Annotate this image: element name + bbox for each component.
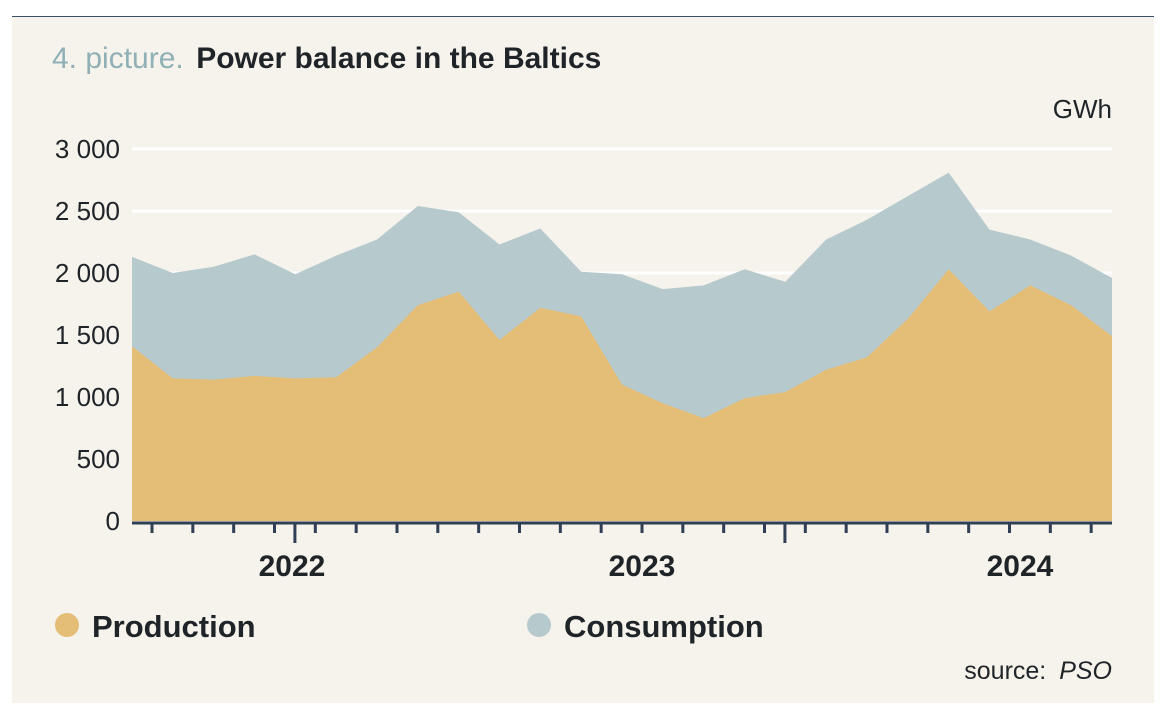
y-tick-label: 500 [77, 444, 120, 474]
chart-title: 4. picture. Power balance in the Baltics [52, 42, 601, 75]
year-labels: 2022 2023 2024 [259, 550, 1054, 583]
y-tick-label: 1 000 [55, 382, 120, 412]
y-tick-label: 3 000 [55, 134, 120, 164]
title-main: Power balance in the Baltics [196, 42, 601, 75]
y-tick-label: 1 500 [55, 320, 120, 350]
title-prefix: 4. picture. [52, 42, 184, 75]
y-tick-label: 2 000 [55, 258, 120, 288]
year-label: 2023 [609, 550, 676, 583]
y-tick-label: 0 [106, 506, 120, 536]
y-tick-label: 2 500 [55, 196, 120, 226]
year-label: 2022 [259, 550, 326, 583]
legend: Production Consumption [55, 609, 764, 644]
source-prefix: source: [964, 657, 1046, 685]
area-series [132, 172, 1112, 521]
year-label: 2024 [987, 550, 1054, 583]
legend-label: Consumption [564, 609, 764, 644]
y-tick-labels: 0 500 1 000 1 500 2 000 2 500 3 000 [55, 134, 120, 536]
production-area [132, 269, 1112, 521]
power-balance-chart: 4. picture. Power balance in the Baltics… [52, 42, 1112, 685]
chart-card: 4. picture. Power balance in the Baltics… [12, 16, 1154, 703]
source-note: source: PSO [964, 657, 1112, 685]
legend-swatch [527, 613, 551, 637]
legend-swatch [55, 613, 79, 637]
unit-label: GWh [1053, 94, 1112, 124]
legend-label: Production [92, 609, 256, 644]
source-name: PSO [1059, 657, 1112, 685]
x-axis [132, 521, 1112, 543]
